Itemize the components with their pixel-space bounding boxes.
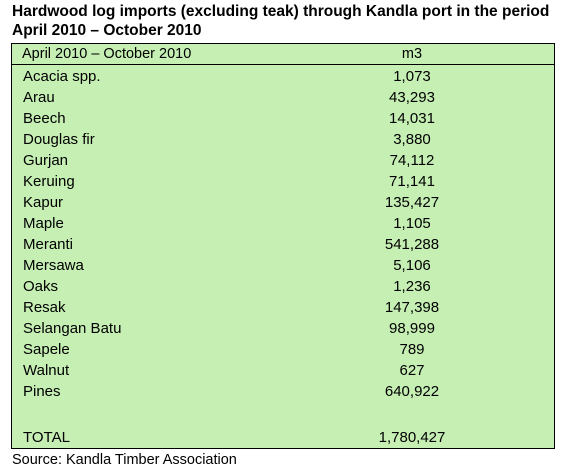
- species-name: Kapur: [23, 194, 64, 211]
- unit-header: m3: [401, 46, 423, 62]
- table-header: April 2010 – October 2010 m3: [12, 44, 554, 65]
- volume-value: 1,073: [393, 68, 431, 85]
- table-row: Sapele 789: [12, 339, 554, 360]
- table-row: Resak 147,398: [12, 297, 554, 318]
- species-name: Oaks: [23, 278, 59, 295]
- species-name: Gurjan: [23, 152, 69, 169]
- source-note: Source: Kandla Timber Association: [12, 452, 237, 468]
- table-row: Meranti 541,288: [12, 234, 554, 255]
- species-name: Maple: [23, 215, 64, 232]
- volume-value: 98,999: [389, 320, 435, 337]
- species-name: Selangan Batu: [23, 320, 122, 337]
- species-name: Pines: [23, 383, 61, 400]
- table-row: Arau 43,293: [12, 87, 554, 108]
- table-row: Pines 640,922: [12, 381, 554, 402]
- volume-value: 789: [399, 341, 425, 358]
- table-row: Douglas fir 3,880: [12, 129, 554, 150]
- species-name: Meranti: [23, 236, 74, 253]
- table-row: Selangan Batu 98,999: [12, 318, 554, 339]
- volume-value: 541,288: [384, 236, 440, 253]
- volume-value: 1,105: [393, 215, 431, 232]
- table-row: Mersawa 5,106: [12, 255, 554, 276]
- volume-value: 3,880: [393, 131, 431, 148]
- table-row: Walnut 627: [12, 360, 554, 381]
- volume-value: 640,922: [384, 383, 440, 400]
- volume-value: 71,141: [389, 173, 435, 190]
- species-name: Acacia spp.: [23, 68, 101, 85]
- species-name: Walnut: [23, 362, 70, 379]
- species-name: Mersawa: [23, 257, 84, 274]
- table-row: Acacia spp. 1,073: [12, 66, 554, 87]
- volume-value: 135,427: [384, 194, 440, 211]
- species-name: Sapele: [23, 341, 70, 358]
- table-row: Kapur 135,427: [12, 192, 554, 213]
- table-row: Gurjan 74,112: [12, 150, 554, 171]
- period-header: April 2010 – October 2010: [22, 46, 192, 62]
- species-name: Resak: [23, 299, 66, 316]
- volume-value: 147,398: [384, 299, 440, 316]
- species-name: Douglas fir: [23, 131, 95, 148]
- volume-value: 14,031: [389, 110, 435, 127]
- total-value: 1,780,427: [378, 429, 446, 446]
- volume-value: 1,236: [393, 278, 431, 295]
- volume-value: 627: [399, 362, 425, 379]
- total-row: TOTAL 1,780,427: [12, 427, 554, 448]
- volume-value: 74,112: [389, 152, 435, 169]
- table-row: Oaks 1,236: [12, 276, 554, 297]
- species-name: Arau: [23, 89, 55, 106]
- species-name: Keruing: [23, 173, 75, 190]
- table-row: Beech 14,031: [12, 108, 554, 129]
- table-title: Hardwood log imports (excluding teak) th…: [12, 3, 550, 39]
- volume-value: 43,293: [389, 89, 435, 106]
- table-row: Keruing 71,141: [12, 171, 554, 192]
- imports-table: April 2010 – October 2010 m3 Acacia spp.…: [11, 43, 555, 449]
- total-label: TOTAL: [23, 429, 70, 446]
- species-name: Beech: [23, 110, 66, 127]
- volume-value: 5,106: [393, 257, 431, 274]
- table-row: Maple 1,105: [12, 213, 554, 234]
- table-body: Acacia spp. 1,073 Arau 43,293 Beech 14,0…: [12, 66, 554, 402]
